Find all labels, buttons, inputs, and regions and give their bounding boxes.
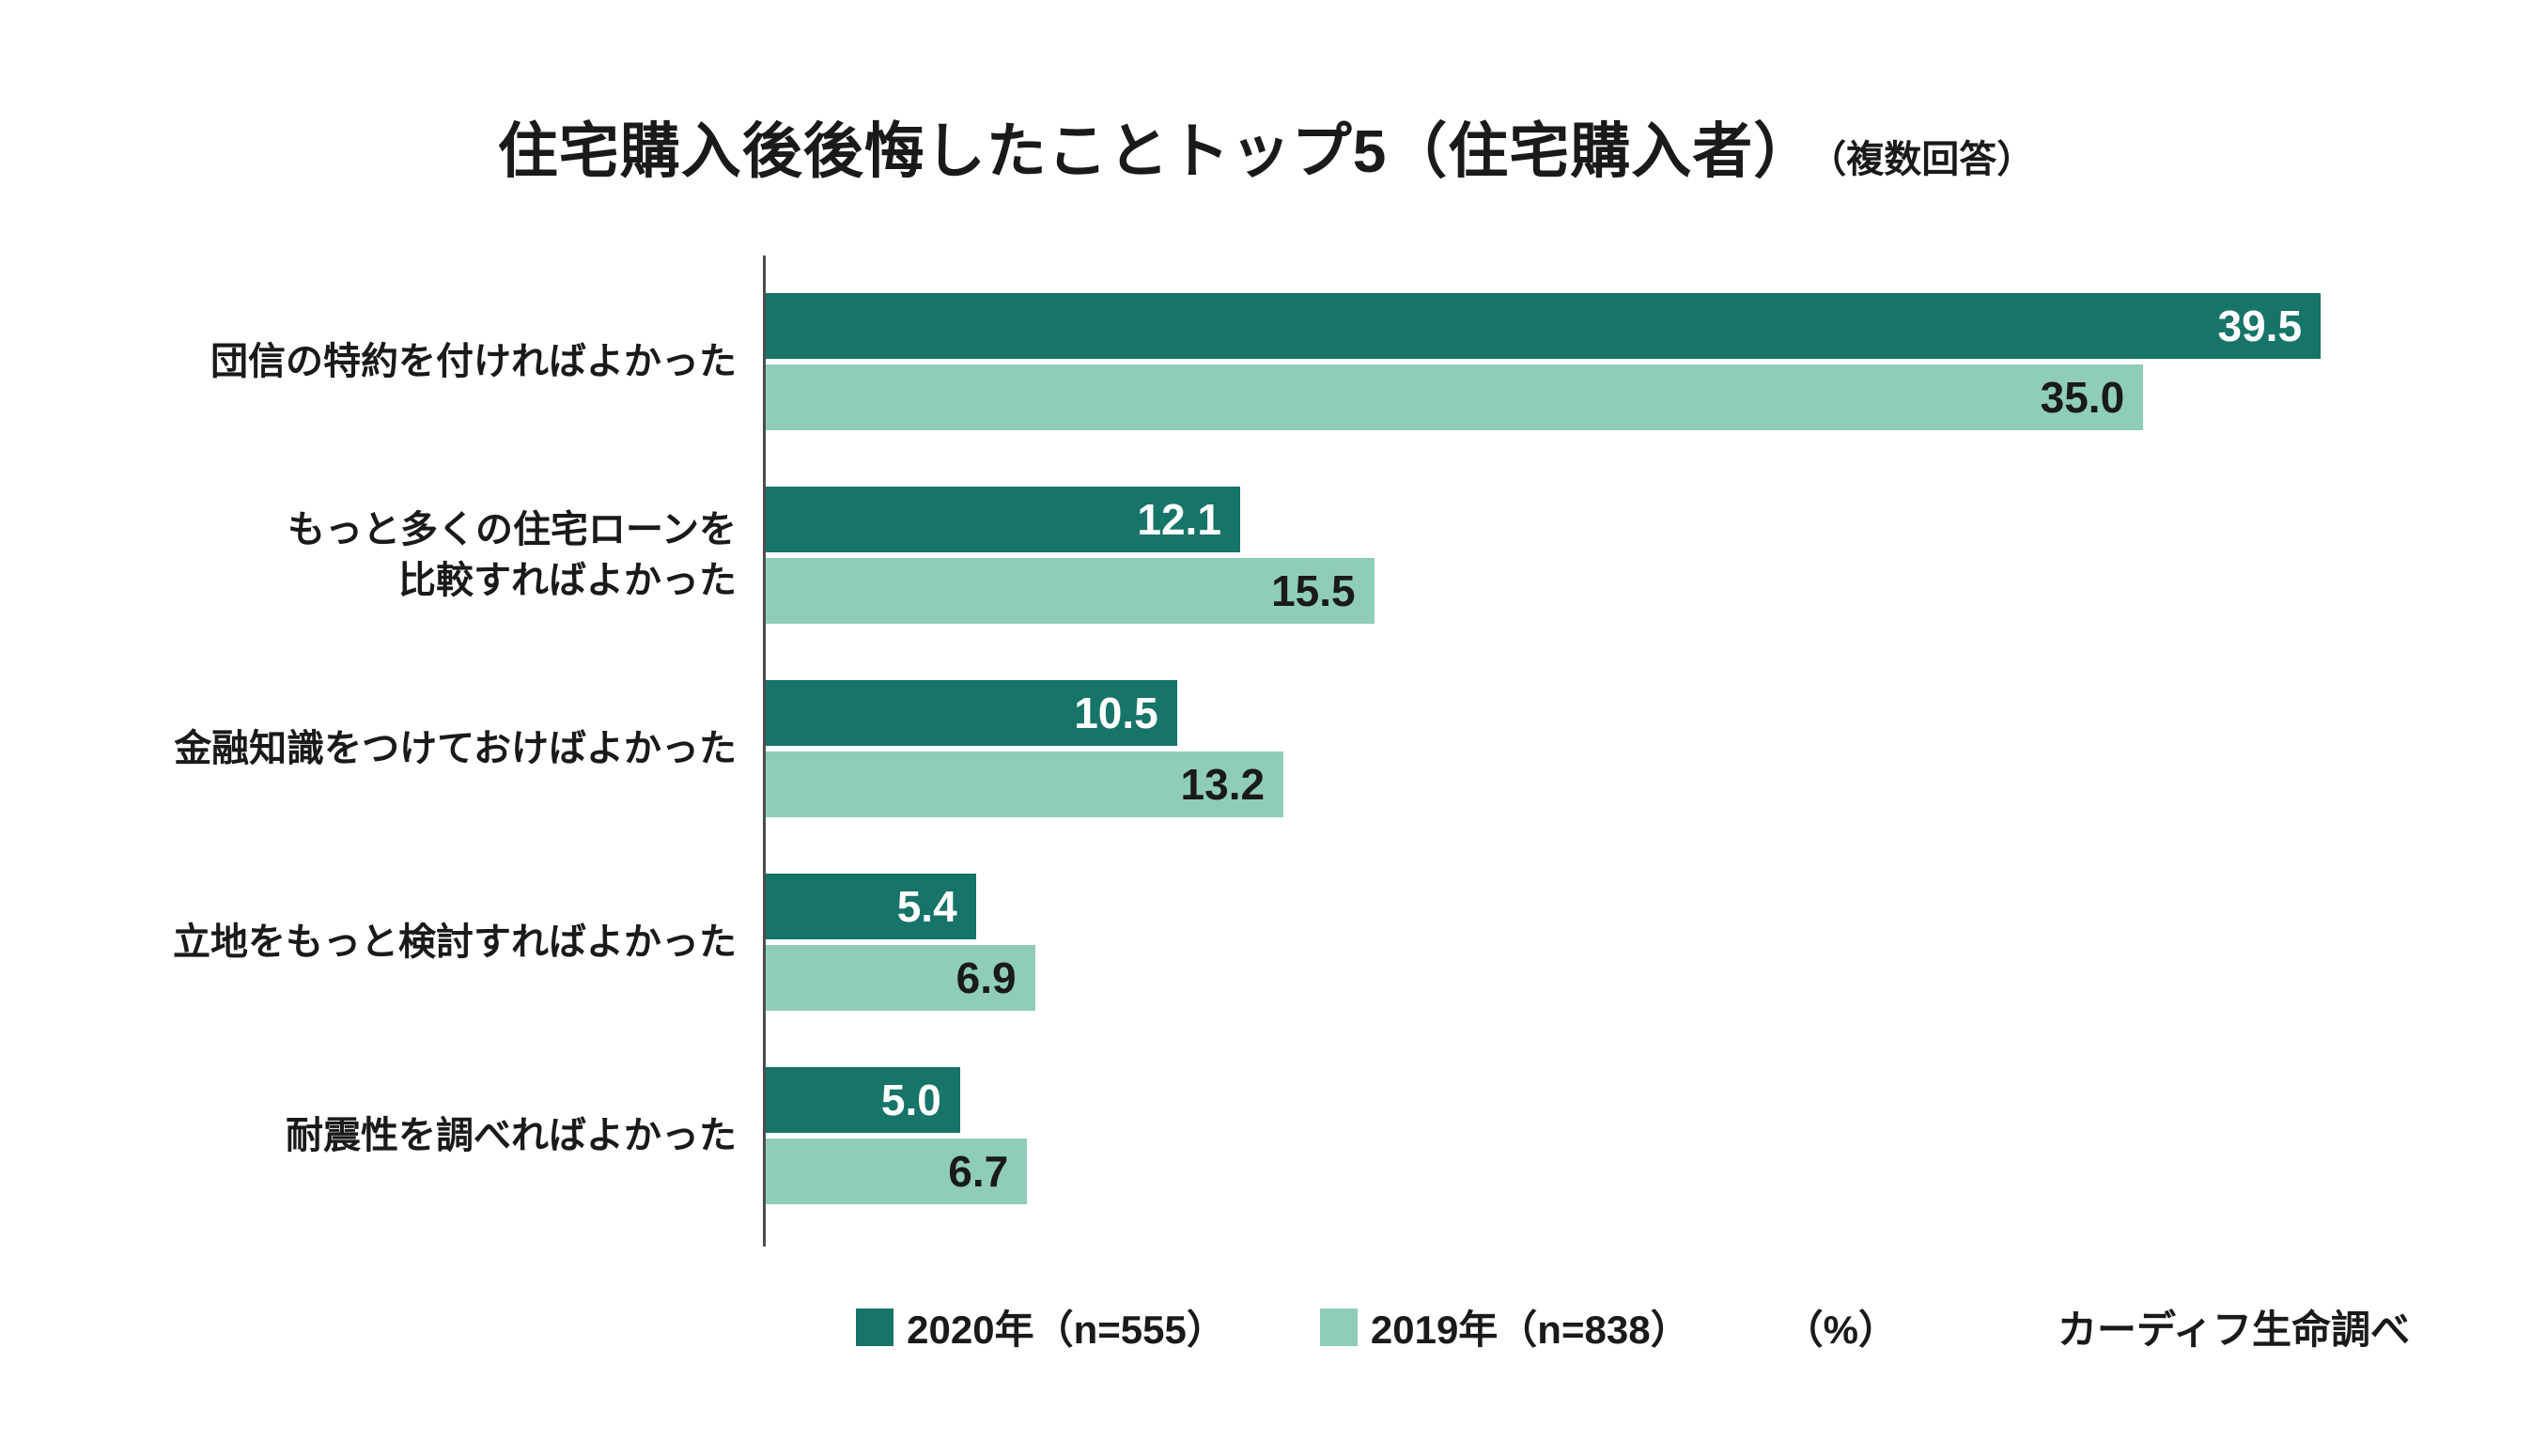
chart-title-main: 住宅購入後後悔したことトップ5（住宅購入者） xyxy=(497,117,1815,185)
value-label-2020: 12.1 xyxy=(1137,495,1221,544)
source-label: カーディフ生命調べ xyxy=(2057,1308,2410,1352)
y-axis-line xyxy=(763,256,766,1247)
value-label-2019: 35.0 xyxy=(2040,373,2125,422)
bar-2019: 13.2 xyxy=(763,751,1284,817)
bar-2019: 35.0 xyxy=(763,364,2144,430)
bar-pair: 5.0 6.7 xyxy=(763,1067,2532,1204)
legend-item-2020: 2020年（n=555） xyxy=(856,1298,1226,1355)
bar-2019: 6.7 xyxy=(763,1138,1028,1204)
legend-swatch-2019 xyxy=(1319,1308,1358,1346)
category-label: 団信の特約を付ければよかった xyxy=(210,341,737,382)
legend-item-2019: 2019年（n=838） xyxy=(1319,1298,1690,1355)
bar-2020: 12.1 xyxy=(763,487,1240,552)
unit-label: （%） xyxy=(1783,1308,1898,1352)
value-label-2019: 6.9 xyxy=(955,953,1017,1002)
bar-pair: 39.5 35.0 xyxy=(763,293,2532,430)
value-label-2020: 5.4 xyxy=(896,882,957,931)
category-label: 耐震性を調べればよかった xyxy=(286,1115,737,1156)
bar-2020: 10.5 xyxy=(763,680,1177,746)
value-label-2019: 15.5 xyxy=(1271,566,1356,615)
value-label-2019: 6.7 xyxy=(948,1147,1009,1196)
value-label-2019: 13.2 xyxy=(1180,760,1266,809)
legend-swatch-2020 xyxy=(856,1308,894,1346)
bar-group: もっと多くの住宅ローンを 比較すればよかった 12.1 15.5 xyxy=(0,487,2532,624)
category-label: 立地をもっと検討すればよかった xyxy=(173,922,737,963)
bar-2020: 5.4 xyxy=(763,874,976,939)
bar-2020: 39.5 xyxy=(763,293,2322,359)
legend: 2020年（n=555） 2019年（n=838） （%） カーディフ生命調べ xyxy=(0,1298,2532,1355)
value-label-2020: 5.0 xyxy=(880,1076,941,1124)
category-label: 金融知識をつけておけばよかった xyxy=(174,728,737,769)
bar-group: 団信の特約を付ければよかった 39.5 35.0 xyxy=(0,293,2532,430)
chart-title-suffix: （複数回答） xyxy=(1827,139,2035,180)
chart-title: 住宅購入後後悔したことトップ5（住宅購入者） （複数回答） xyxy=(0,0,2532,190)
category-label: もっと多くの住宅ローンを 比較すればよかった xyxy=(287,509,737,601)
bar-group: 立地をもっと検討すればよかった 5.4 6.9 xyxy=(0,874,2532,1011)
legend-label-2020: 2020年（n=555） xyxy=(907,1308,1226,1352)
bar-group: 耐震性を調べればよかった 5.0 6.7 xyxy=(0,1067,2532,1204)
value-label-2020: 39.5 xyxy=(2217,302,2303,350)
legend-label-2019: 2019年（n=838） xyxy=(1370,1308,1690,1352)
bar-group: 金融知識をつけておけばよかった 10.5 13.2 xyxy=(0,680,2532,817)
bar-2019: 15.5 xyxy=(763,558,1375,624)
value-label-2020: 10.5 xyxy=(1074,689,1158,737)
chart-plot-area: 団信の特約を付ければよかった 39.5 35.0 もっと多くの住宅ローンを 比較… xyxy=(0,256,2532,1247)
bar-pair: 5.4 6.9 xyxy=(763,874,2532,1011)
bar-pair: 10.5 13.2 xyxy=(763,680,2532,817)
bar-2019: 6.9 xyxy=(763,945,1035,1011)
bar-pair: 12.1 15.5 xyxy=(763,487,2532,624)
bar-2020: 5.0 xyxy=(763,1067,960,1133)
